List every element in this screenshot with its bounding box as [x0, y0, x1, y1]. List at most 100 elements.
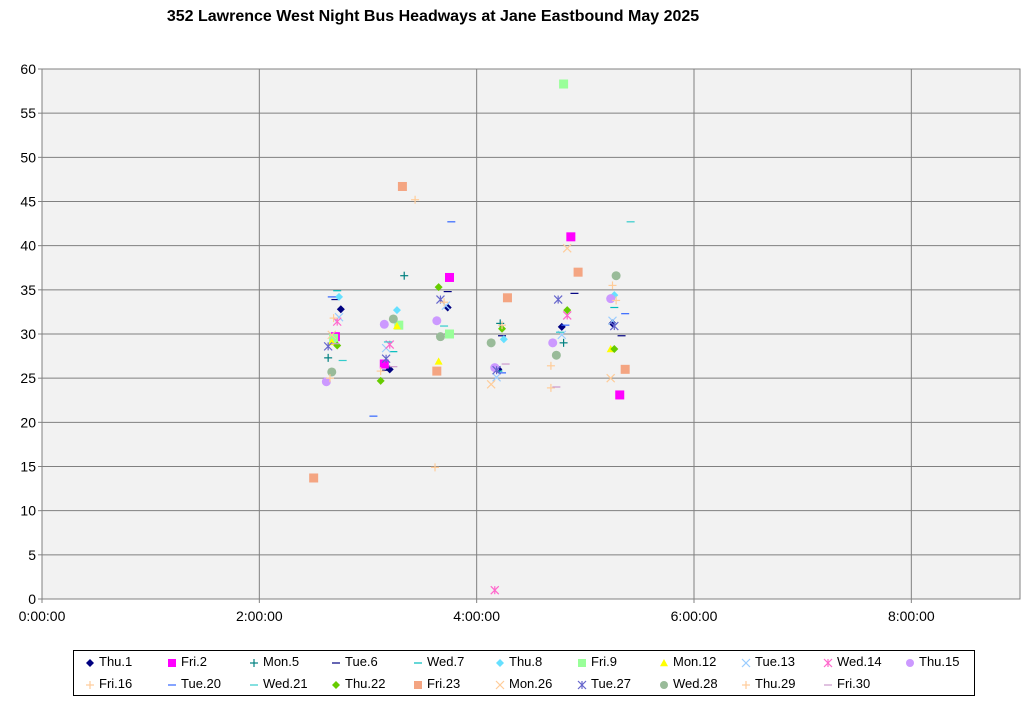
legend-marker-icon — [576, 657, 588, 669]
data-point — [492, 372, 502, 382]
y-tick-label: 25 — [20, 370, 36, 386]
data-point — [615, 390, 625, 400]
data-point — [379, 359, 389, 369]
axes: 0 5 10 15 20 25 30 35 40 45 50 55 60 0:00:00 2:00:00 4:… — [19, 61, 935, 624]
data-point — [329, 333, 339, 343]
legend-item: Thu.15 — [904, 652, 959, 672]
legend-item: Thu.1 — [84, 652, 132, 672]
data-point — [559, 79, 569, 89]
data-point — [392, 306, 401, 315]
legend-label: Fri.9 — [591, 654, 617, 669]
data-point — [379, 319, 389, 329]
data-point — [546, 383, 555, 392]
legend-item: Tue.27 — [576, 674, 631, 694]
data-point — [327, 330, 337, 340]
legend-label: Thu.15 — [919, 654, 960, 669]
series-fri-16 — [329, 195, 621, 472]
data-point — [434, 283, 443, 292]
data-point — [573, 267, 583, 277]
data-point — [376, 376, 385, 385]
data-point — [445, 329, 454, 339]
y-tick-label: 50 — [20, 149, 36, 165]
y-tick-label: 30 — [20, 326, 36, 342]
legend-marker-icon — [84, 657, 96, 669]
legend-marker-icon — [658, 657, 670, 669]
legend-item: Fri.16 — [84, 674, 132, 694]
data-point — [445, 272, 454, 282]
data-point — [490, 585, 500, 595]
data-point — [440, 298, 449, 307]
data-point — [332, 317, 342, 327]
data-point — [609, 321, 619, 331]
x-tick-label: 8:00:00 — [888, 608, 935, 624]
data-point — [334, 312, 344, 322]
series-tue-20 — [327, 221, 630, 417]
y-tick-label: 5 — [28, 547, 36, 563]
y-tick-label: 10 — [20, 503, 36, 519]
legend-marker-icon — [84, 679, 96, 691]
y-tick-label: 35 — [20, 282, 36, 298]
data-point — [502, 293, 512, 303]
data-point — [388, 314, 398, 324]
legend-item: Fri.23 — [412, 674, 460, 694]
legend-marker-icon — [166, 657, 178, 669]
data-point — [431, 463, 440, 472]
data-point — [432, 316, 442, 326]
series-mon-26 — [327, 243, 616, 389]
data-point — [611, 271, 621, 281]
data-point — [546, 361, 555, 370]
legend-item: Thu.22 — [330, 674, 385, 694]
data-point — [325, 374, 334, 383]
data-point — [397, 181, 407, 191]
legend-label: Fri.23 — [427, 676, 461, 691]
data-point — [486, 379, 496, 389]
legend-marker-icon — [494, 679, 506, 691]
legend-item: Wed.7 — [412, 652, 464, 672]
data-point — [563, 306, 572, 315]
series-mon-5 — [324, 271, 568, 362]
x-tick-label: 6:00:00 — [671, 608, 718, 624]
legend-label: Tue.20 — [181, 676, 221, 691]
legend-item: Fri.30 — [822, 674, 870, 694]
legend-item: Mon.5 — [248, 652, 299, 672]
data-point — [608, 316, 617, 326]
data-points — [309, 79, 635, 595]
data-point — [612, 296, 621, 305]
data-point — [432, 366, 442, 376]
series-wed-21 — [338, 221, 635, 362]
legend-marker-icon — [166, 679, 178, 691]
legend-marker-icon — [412, 657, 424, 669]
legend-item: Fri.9 — [576, 652, 617, 672]
data-point — [381, 354, 391, 364]
legend-label: Tue.6 — [345, 654, 378, 669]
series-wed-7 — [333, 290, 619, 372]
y-tick-label: 40 — [20, 238, 36, 254]
legend-item: Tue.20 — [166, 674, 221, 694]
y-tick-label: 45 — [20, 194, 36, 210]
legend-marker-icon — [658, 679, 670, 691]
series-fri-23 — [309, 181, 630, 483]
legend-label: Mon.12 — [673, 654, 717, 669]
scatter-plot: 0 5 10 15 20 25 30 35 40 45 50 55 60 0:00:00 2:00:00 4:… — [19, 61, 1021, 624]
legend-label: Wed.14 — [837, 654, 882, 669]
chart-title: 352 Lawrence West Night Bus Headways at … — [166, 8, 700, 25]
legend-marker-icon — [330, 657, 342, 669]
y-tick-label: 20 — [20, 414, 36, 430]
y-tick-label: 60 — [20, 61, 36, 77]
data-point — [336, 305, 345, 314]
data-point — [562, 243, 572, 253]
legend-marker-icon — [904, 657, 916, 669]
legend-item: Wed.14 — [822, 652, 882, 672]
data-point — [496, 319, 505, 328]
legend-marker-icon — [822, 679, 834, 691]
data-point — [620, 364, 630, 374]
y-tick-label: 55 — [20, 105, 36, 121]
data-point — [486, 338, 496, 348]
legend-label: Tue.13 — [755, 654, 795, 669]
legend-label: Thu.1 — [99, 654, 133, 669]
legend-item: Tue.13 — [740, 652, 795, 672]
data-point — [394, 320, 404, 330]
legend-label: Thu.22 — [345, 676, 386, 691]
data-point — [551, 350, 561, 360]
data-point — [411, 195, 420, 204]
